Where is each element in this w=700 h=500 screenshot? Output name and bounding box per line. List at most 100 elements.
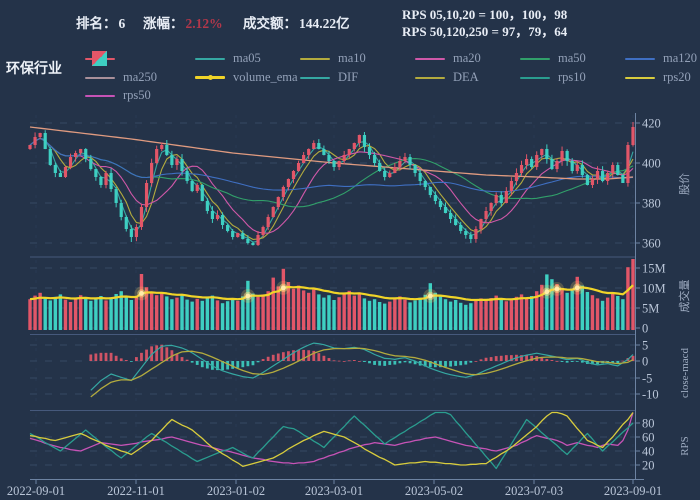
volume-bar — [78, 295, 83, 330]
change-field: 涨幅： 2.12% — [143, 12, 223, 32]
candle-body — [134, 227, 139, 237]
candle-body — [109, 173, 113, 189]
volume-highlight-marker — [554, 286, 560, 292]
candle-body — [160, 145, 164, 149]
macd-histogram-bar — [611, 361, 615, 363]
candle-body — [423, 181, 427, 187]
volume-bar — [540, 284, 544, 330]
y-tick-label: -10 — [642, 388, 659, 402]
volume-bar — [428, 283, 433, 330]
candle-body — [362, 135, 367, 147]
macd-histogram-bar — [261, 359, 265, 361]
ma-line-ma120 — [29, 137, 634, 193]
macd-histogram-bar — [591, 361, 594, 365]
legend-item-ma50[interactable]: ma50 — [520, 51, 586, 66]
macd-histogram-bar — [155, 345, 159, 361]
legend-item-rps20[interactable]: rps20 — [625, 70, 691, 85]
candle-body — [291, 171, 296, 179]
macd-histogram-bar — [580, 361, 584, 363]
x-tick-label: 2022-09-01 — [7, 484, 65, 498]
y-tick-label: -5 — [642, 372, 652, 386]
legend-item-DIF[interactable]: DIF — [300, 70, 358, 85]
volume-bar — [448, 301, 453, 330]
volume-ema-line — [29, 284, 634, 302]
volume-bar — [377, 302, 382, 330]
volume-bar — [195, 298, 199, 330]
candle-body — [296, 163, 301, 171]
macd-histogram-bar — [297, 349, 300, 361]
candle-body — [322, 149, 326, 155]
volume-bar — [352, 295, 357, 330]
macd-histogram-bar — [363, 361, 366, 362]
volume-bar — [296, 285, 301, 330]
volume-bar — [545, 274, 549, 330]
candle-body — [150, 163, 154, 183]
volume-bar — [149, 292, 154, 330]
legend-item-ma120[interactable]: ma120 — [625, 51, 697, 66]
volume-bar — [43, 298, 47, 330]
axis-title-macd: close-macd — [679, 347, 691, 398]
line-swatch-icon — [195, 51, 225, 66]
macd-histogram-bar — [180, 357, 184, 361]
volume-bar — [317, 294, 321, 330]
candle-body — [342, 155, 346, 161]
legend-label: ma05 — [233, 51, 261, 65]
candle-body — [443, 207, 448, 213]
legend-item-ma20[interactable]: ma20 — [415, 51, 481, 66]
macd-histogram-bar — [135, 357, 138, 361]
volume-bar — [459, 302, 463, 330]
candle-body — [276, 197, 280, 207]
macd-histogram-bar — [357, 361, 361, 362]
macd-histogram-bar — [119, 358, 123, 361]
candle-body — [393, 167, 397, 173]
legend-item-DEA[interactable]: DEA — [415, 70, 479, 85]
candle-body — [84, 149, 88, 159]
macd-histogram-bar — [555, 361, 559, 362]
legend-label: DIF — [338, 70, 359, 84]
macd-histogram-bar — [236, 361, 240, 368]
legend-item-ma05[interactable]: ma05 — [195, 51, 261, 66]
x-tick-label: 2023-05-02 — [405, 484, 463, 498]
y-tick-label: 380 — [642, 197, 661, 211]
macd-histogram-bar — [94, 353, 98, 361]
turnover-label: 成交额： — [243, 16, 297, 31]
candle-body — [383, 171, 387, 177]
macd-histogram-bar — [388, 361, 392, 365]
macd-histogram-bar — [504, 355, 508, 361]
legend-item-ma10[interactable]: ma10 — [300, 51, 366, 66]
legend-item-volume_ema[interactable]: volume_ema — [195, 70, 298, 85]
legend-item-rps50[interactable]: rps50 — [85, 88, 151, 103]
ma-line-ma20 — [29, 137, 634, 234]
macd-histogram-bar — [114, 355, 118, 361]
macd-histogram-bar — [423, 361, 427, 367]
volume-bar — [210, 295, 215, 330]
candle-body — [545, 149, 549, 159]
volume-bar — [291, 288, 296, 330]
x-tick-label: 2023-01-02 — [207, 484, 265, 498]
macd-histogram-bar — [469, 361, 473, 363]
candle-body — [312, 143, 316, 149]
volume-bar — [94, 298, 98, 330]
macd-histogram-bar — [129, 361, 133, 362]
volume-bar — [256, 296, 260, 330]
rps50-line — [29, 412, 634, 465]
volume-bar — [464, 304, 468, 330]
volume-bar — [514, 296, 519, 330]
candle-body — [33, 137, 37, 145]
volume-bar — [357, 292, 362, 330]
volume-bar — [504, 301, 509, 330]
volume-bar — [251, 293, 255, 330]
candle-body — [565, 151, 569, 161]
legend-item-rps10[interactable]: rps10 — [520, 70, 586, 85]
legend-item-candlestick[interactable] — [85, 51, 115, 66]
volume-bar — [327, 295, 331, 330]
volume-bar — [144, 287, 149, 330]
candle-body — [530, 159, 534, 167]
candle-body — [535, 155, 539, 167]
macd-histogram-bar — [530, 355, 534, 361]
candle-body — [271, 207, 275, 217]
macd-histogram-bar — [474, 361, 478, 362]
line-swatch-icon — [300, 70, 330, 85]
legend-item-ma250[interactable]: ma250 — [85, 70, 157, 85]
